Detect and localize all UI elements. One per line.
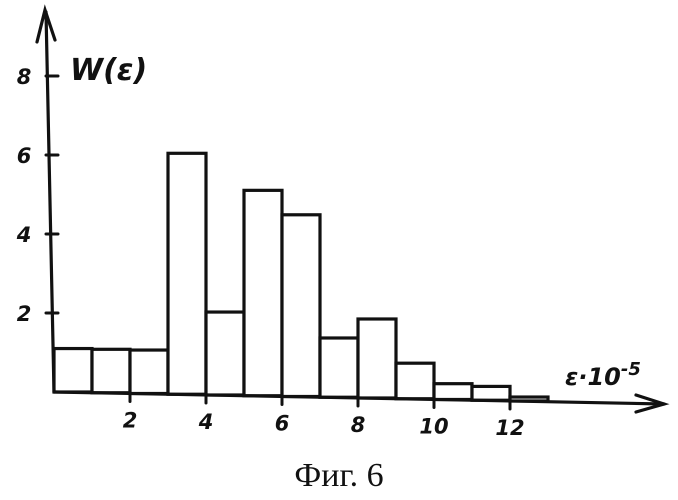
histogram-bar-1 [54,349,92,392]
histogram-bar-8 [320,338,358,397]
histogram-bar-6 [244,190,282,395]
x-axis-label-base: ε·10 [565,363,621,391]
y-tick-label-2: 2 [17,302,32,326]
x-tick-label-10: 10 [419,414,448,438]
histogram-bar-10 [396,363,434,399]
histogram-bar-11 [434,384,472,400]
x-tick-label-2: 2 [123,408,138,432]
x-tick-label-12: 12 [495,416,524,440]
histogram-bar-9 [358,319,396,398]
x-axis-label: ε·10-5 [565,359,641,391]
histogram-bar-12 [472,386,510,400]
histogram-bar-7 [282,215,320,397]
figure-caption: Фиг. 6 [294,457,383,494]
y-tick-label-4: 4 [16,223,32,247]
x-tick-label-6: 6 [275,411,290,435]
histogram-bar-4 [168,153,206,394]
histogram-bar-5 [206,312,244,395]
y-axis-line [46,12,54,392]
y-axis-label: W(ε) [70,53,147,88]
y-tick-label-8: 8 [17,65,32,89]
x-axis-label-exponent: -5 [621,359,641,380]
histogram-bar-2 [92,349,130,392]
y-tick-label-6: 6 [17,144,32,168]
bars-layer [54,153,548,401]
x-tick-label-4: 4 [198,410,214,434]
x-tick-label-8: 8 [351,413,366,437]
histogram-bar-3 [130,350,168,393]
